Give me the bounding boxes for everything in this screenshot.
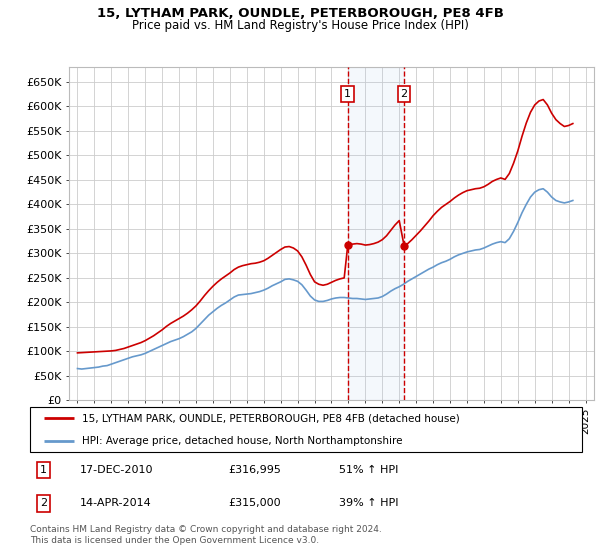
Text: 51% ↑ HPI: 51% ↑ HPI	[339, 465, 398, 475]
Text: 2: 2	[401, 89, 408, 99]
Text: 39% ↑ HPI: 39% ↑ HPI	[339, 498, 398, 508]
Text: £316,995: £316,995	[229, 465, 281, 475]
Text: Contains HM Land Registry data © Crown copyright and database right 2024.
This d: Contains HM Land Registry data © Crown c…	[30, 525, 382, 545]
Text: 14-APR-2014: 14-APR-2014	[80, 498, 151, 508]
Text: 1: 1	[344, 89, 351, 99]
Text: 1: 1	[40, 465, 47, 475]
Bar	[348, 67, 404, 400]
Text: 15, LYTHAM PARK, OUNDLE, PETERBOROUGH, PE8 4FB (detached house): 15, LYTHAM PARK, OUNDLE, PETERBOROUGH, P…	[82, 413, 460, 423]
Text: 2: 2	[40, 498, 47, 508]
Text: £315,000: £315,000	[229, 498, 281, 508]
Text: HPI: Average price, detached house, North Northamptonshire: HPI: Average price, detached house, Nort…	[82, 436, 403, 446]
Text: Price paid vs. HM Land Registry's House Price Index (HPI): Price paid vs. HM Land Registry's House …	[131, 19, 469, 32]
Text: 15, LYTHAM PARK, OUNDLE, PETERBOROUGH, PE8 4FB: 15, LYTHAM PARK, OUNDLE, PETERBOROUGH, P…	[97, 7, 503, 20]
Text: 17-DEC-2010: 17-DEC-2010	[80, 465, 153, 475]
